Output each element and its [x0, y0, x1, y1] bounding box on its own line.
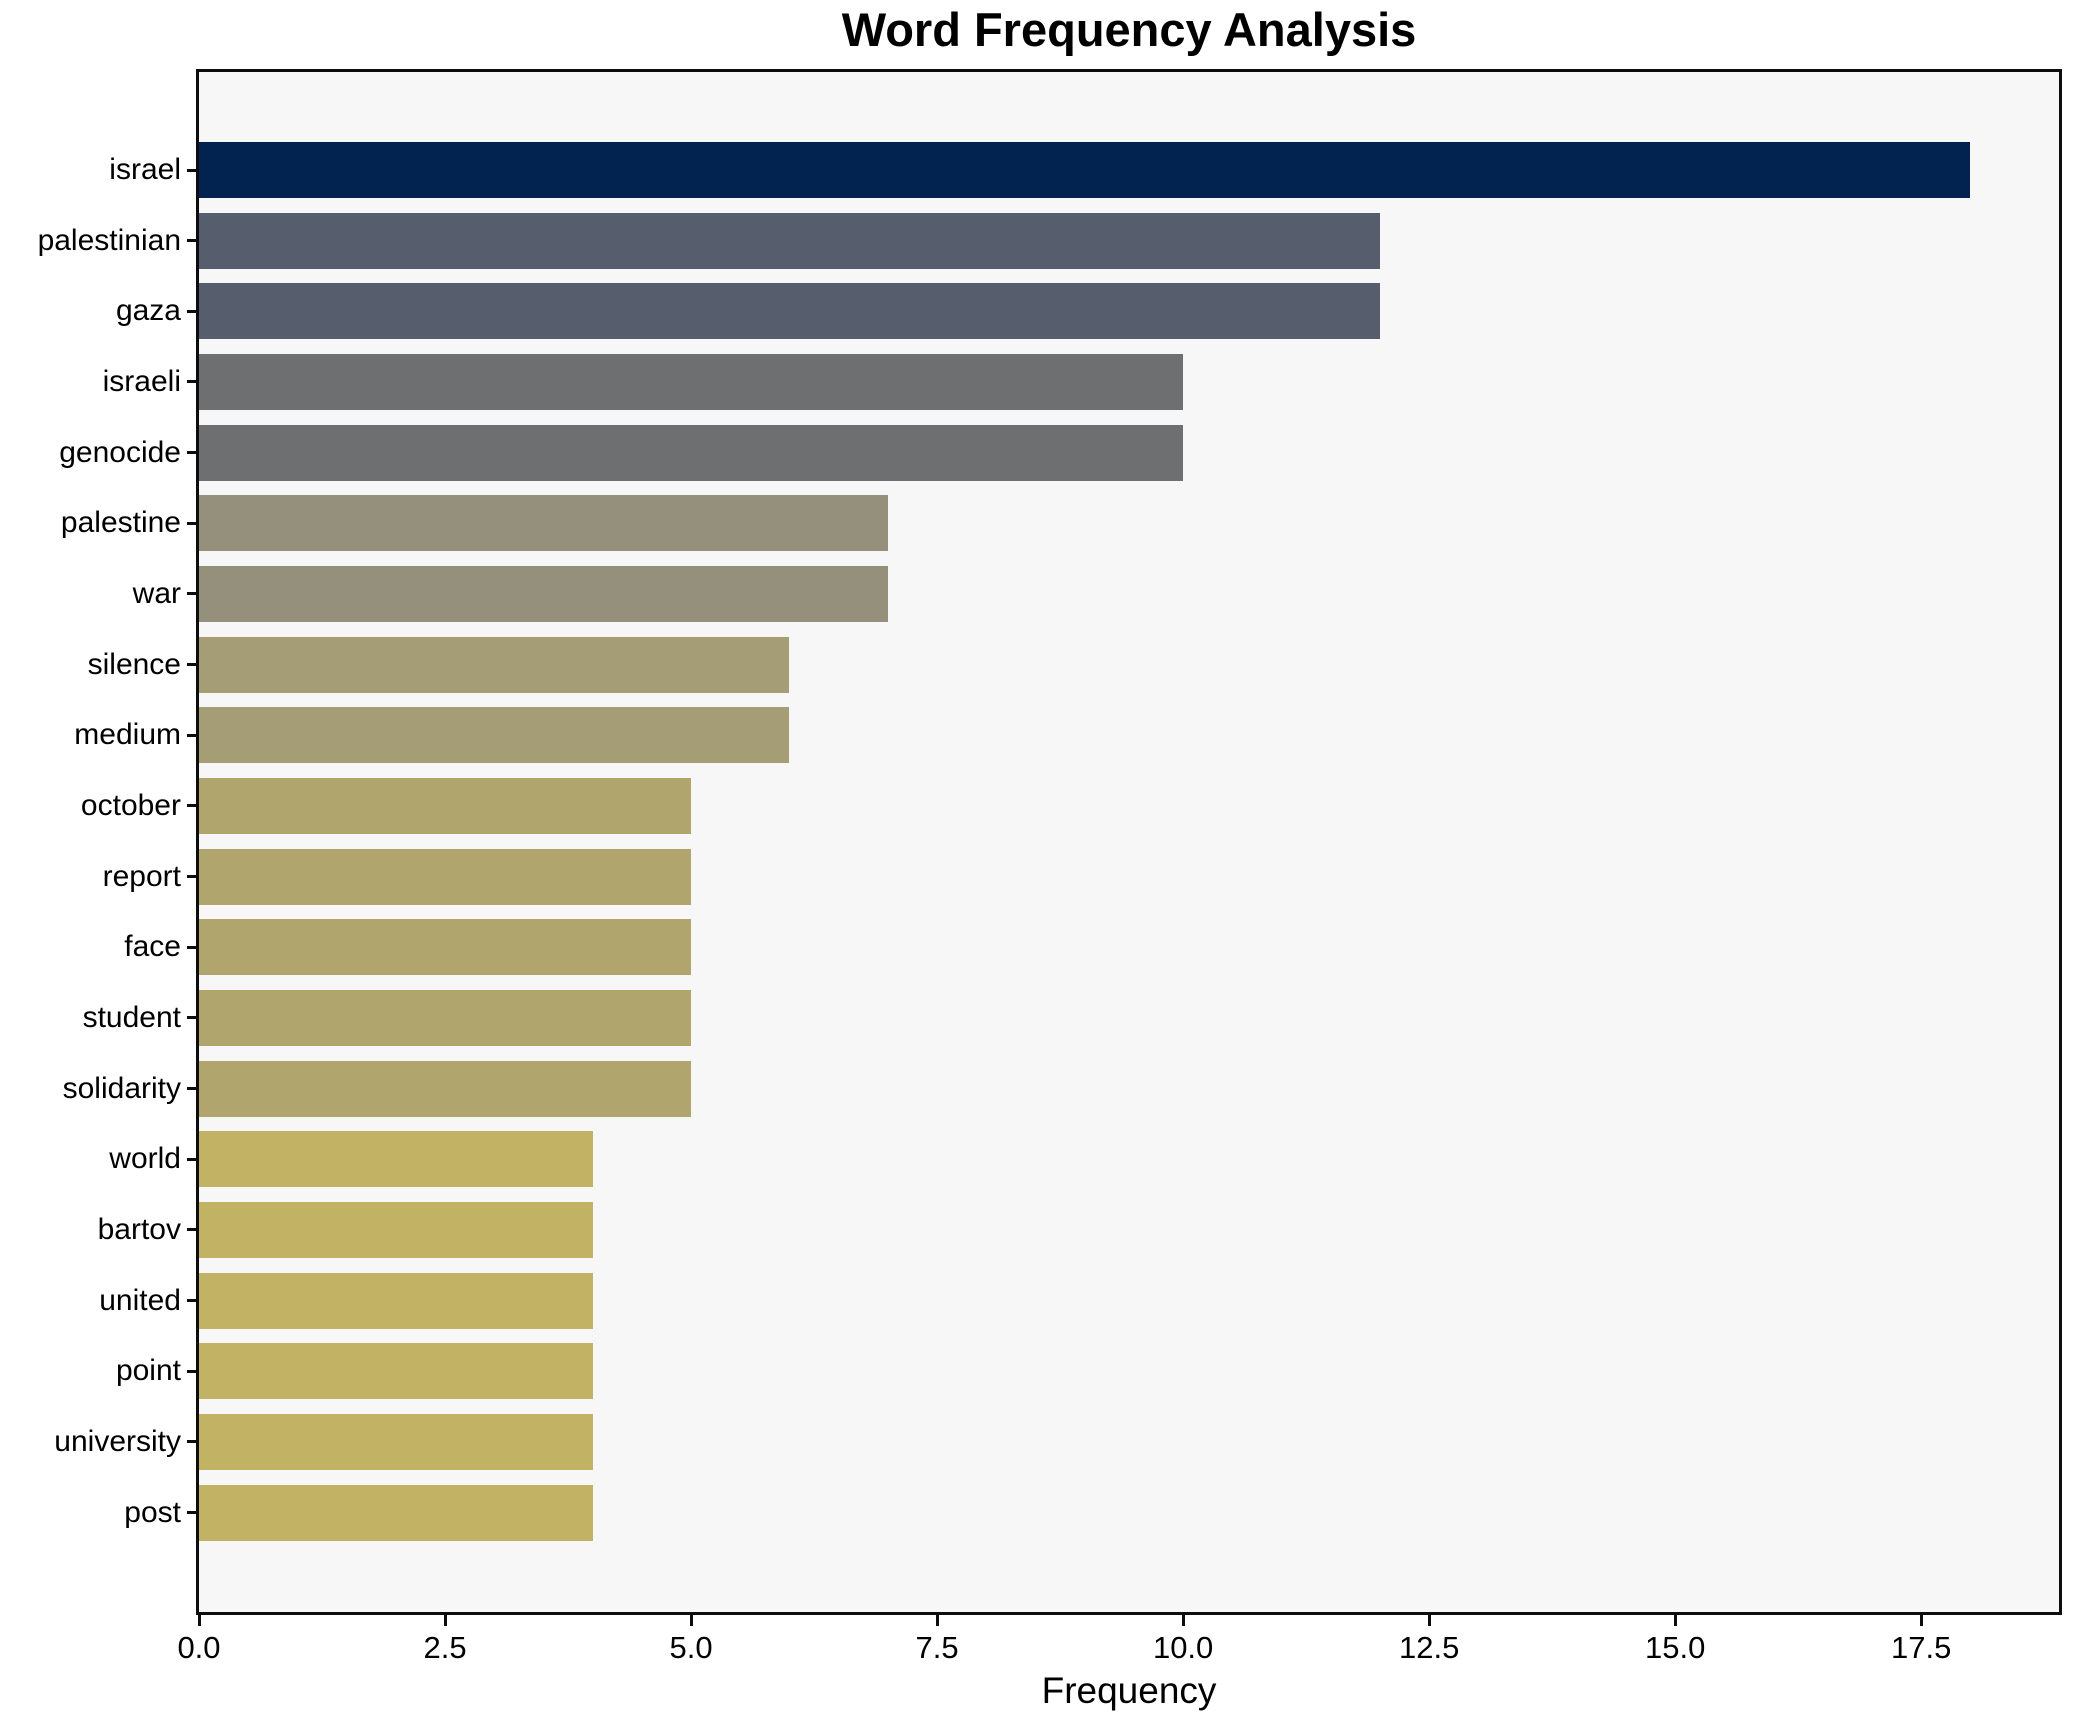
bar-israeli: [199, 353, 1184, 410]
y-tick-label-genocide: genocide: [59, 435, 181, 469]
y-tick-mark: [187, 945, 199, 949]
y-tick-mark: [187, 1511, 199, 1515]
y-tick-label-medium: medium: [74, 718, 181, 752]
y-tick-mark: [187, 1157, 199, 1161]
y-tick-label-palestine: palestine: [60, 506, 181, 540]
y-tick-label-israeli: israeli: [102, 364, 181, 398]
x-tick-mark: [1427, 1615, 1431, 1626]
y-tick-label-post: post: [124, 1495, 181, 1529]
y-tick-label-bartov: bartov: [97, 1212, 181, 1246]
bar-october: [199, 777, 692, 834]
x-tick-label-5.0: 5.0: [669, 1630, 713, 1665]
y-tick-label-point: point: [115, 1354, 181, 1388]
x-tick-label-2.5: 2.5: [423, 1630, 467, 1665]
bar-world: [199, 1131, 593, 1188]
x-tick-label-17.5: 17.5: [1891, 1630, 1952, 1665]
y-tick-mark: [187, 1228, 199, 1232]
y-tick-mark: [187, 733, 199, 737]
bar-palestinian: [199, 212, 1380, 269]
y-tick-label-report: report: [102, 859, 181, 893]
y-tick-label-world: world: [109, 1142, 181, 1176]
bar-face: [199, 919, 692, 976]
y-tick-mark: [187, 875, 199, 879]
bar-war: [199, 565, 888, 622]
plot-area: [196, 69, 2062, 1615]
y-tick-mark: [187, 1016, 199, 1020]
y-tick-mark: [187, 1440, 199, 1444]
y-tick-mark: [187, 1087, 199, 1091]
y-tick-mark: [187, 309, 199, 313]
y-tick-label-palestinian: palestinian: [37, 223, 181, 257]
y-tick-label-silence: silence: [87, 647, 181, 681]
y-tick-label-student: student: [82, 1000, 181, 1034]
bar-post: [199, 1484, 593, 1541]
x-tick-mark: [935, 1615, 939, 1626]
x-tick-label-0.0: 0.0: [177, 1630, 221, 1665]
y-tick-label-united: united: [99, 1283, 181, 1317]
bar-medium: [199, 707, 790, 764]
bar-solidarity: [199, 1060, 692, 1117]
y-tick-label-war: war: [132, 576, 181, 610]
bar-report: [199, 848, 692, 905]
x-tick-label-10.0: 10.0: [1152, 1630, 1214, 1665]
bar-point: [199, 1343, 593, 1400]
y-tick-label-israel: israel: [109, 153, 181, 186]
bar-university: [199, 1413, 593, 1470]
bar-silence: [199, 636, 790, 693]
y-tick-label-october: october: [80, 788, 181, 822]
y-tick-mark: [187, 239, 199, 243]
y-tick-mark: [187, 451, 199, 455]
bar-gaza: [199, 283, 1380, 340]
y-tick-label-face: face: [124, 930, 181, 964]
x-tick-mark: [1181, 1615, 1185, 1626]
bar-israel: [199, 142, 1971, 198]
y-tick-mark: [187, 1299, 199, 1303]
x-axis-label: Frequency: [1041, 1670, 1217, 1711]
y-tick-mark: [187, 380, 199, 384]
y-tick-label-gaza: gaza: [115, 294, 181, 328]
bar-genocide: [199, 424, 1184, 481]
y-tick-label-solidarity: solidarity: [62, 1071, 181, 1105]
y-tick-mark: [187, 663, 199, 667]
x-tick-label-15.0: 15.0: [1645, 1630, 1706, 1665]
y-tick-mark: [187, 521, 199, 525]
x-tick-label-12.5: 12.5: [1398, 1630, 1460, 1665]
y-tick-label-university: university: [54, 1424, 181, 1458]
bar-bartov: [199, 1201, 593, 1258]
x-tick-label-7.5: 7.5: [915, 1630, 959, 1665]
x-tick-mark: [197, 1615, 201, 1626]
x-tick-mark: [443, 1615, 447, 1626]
chart-title: Word Frequency Analysis: [841, 3, 1417, 56]
x-tick-mark: [1919, 1615, 1923, 1626]
y-tick-mark: [187, 1369, 199, 1373]
bar-palestine: [199, 495, 888, 552]
x-tick-mark: [689, 1615, 693, 1626]
y-tick-mark: [187, 592, 199, 596]
y-tick-mark: [187, 804, 199, 808]
y-tick-mark: [187, 168, 199, 172]
bar-student: [199, 989, 692, 1046]
x-tick-mark: [1673, 1615, 1677, 1626]
bar-united: [199, 1272, 593, 1329]
